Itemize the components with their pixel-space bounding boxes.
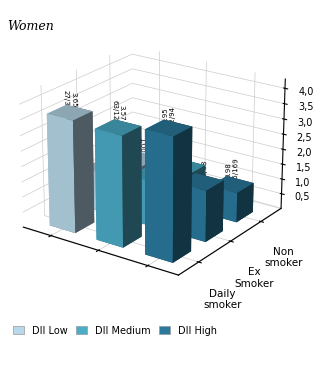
Legend: DII Low, DII Medium, DII High: DII Low, DII Medium, DII High xyxy=(9,322,221,339)
Text: Women: Women xyxy=(7,20,53,33)
